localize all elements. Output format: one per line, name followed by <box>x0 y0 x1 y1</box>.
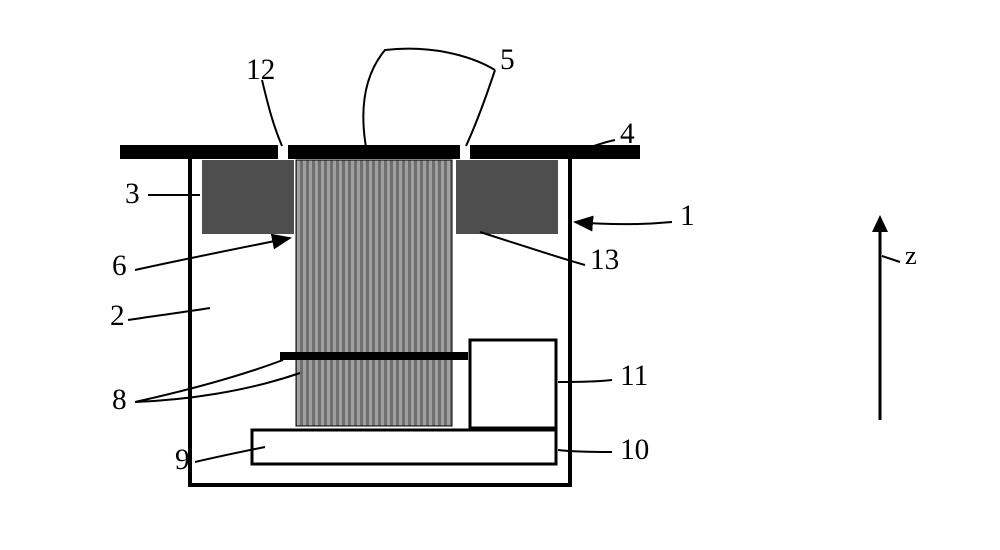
label-10: 10 <box>620 434 649 467</box>
diagram-svg <box>0 0 1000 550</box>
label-9: 9 <box>175 444 190 477</box>
label-12: 12 <box>246 54 275 87</box>
label-5: 5 <box>500 44 515 77</box>
top-plate <box>120 145 640 159</box>
hatched-core <box>296 160 452 426</box>
label-6: 6 <box>112 250 127 283</box>
small-box <box>470 340 556 428</box>
label-3: 3 <box>125 178 140 211</box>
label-4: 4 <box>620 118 635 151</box>
z-axis-arrow <box>872 215 888 420</box>
label-8: 8 <box>112 384 127 417</box>
label-z: z <box>905 240 917 271</box>
label-11: 11 <box>620 360 648 393</box>
crossbar <box>280 352 468 360</box>
label-13: 13 <box>590 244 619 277</box>
base-plate <box>252 430 556 464</box>
technical-diagram: 1 2 3 4 5 6 8 9 10 11 12 13 z <box>0 0 1000 550</box>
label-2: 2 <box>110 300 125 333</box>
label-1: 1 <box>680 200 695 233</box>
